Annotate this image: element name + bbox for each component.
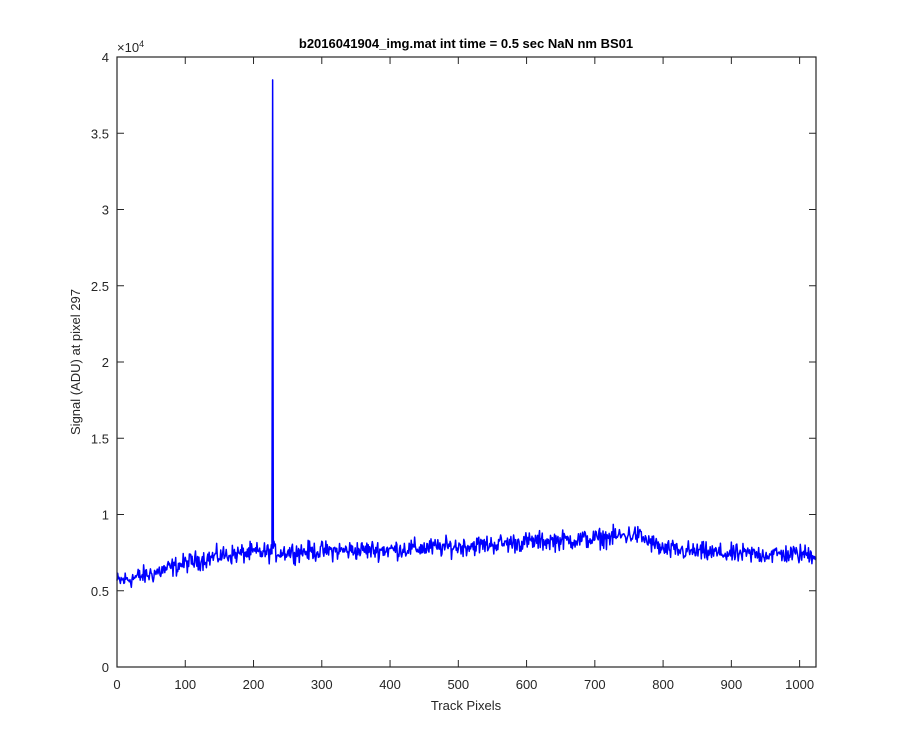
chart-title: b2016041904_img.mat int time = 0.5 sec N… [299,36,633,51]
x-tick-label: 900 [721,677,743,692]
x-tick-label: 400 [379,677,401,692]
y-tick-label: 0.5 [91,584,109,599]
x-tick-label: 500 [447,677,469,692]
y-axis-label: Signal (ADU) at pixel 297 [68,289,83,435]
x-tick-label: 200 [243,677,265,692]
y-tick-label: 1 [102,508,109,523]
y-tick-label: 3 [102,203,109,218]
x-tick-label: 800 [652,677,674,692]
x-tick-label: 100 [174,677,196,692]
x-tick-label: 300 [311,677,333,692]
y-exponent-label: ×104 [117,39,144,55]
y-tick-label: 2 [102,355,109,370]
x-axis-label: Track Pixels [431,698,502,713]
x-tick-label: 0 [113,677,120,692]
series-layer [116,79,817,589]
y-tick-label: 0 [102,660,109,675]
y-tick-label: 1.5 [91,431,109,446]
x-tick-label: 600 [516,677,538,692]
plot-area [117,57,816,667]
signal-series-line [116,79,817,589]
axes-layer: 0 100 200 300 400 500 600 700 800 900 1000 0 0.5 1 1.5… [91,50,817,692]
y-tick-label: 4 [102,50,109,65]
y-tick-label: 3.5 [91,126,109,141]
x-tick-label: 1000 [785,677,814,692]
x-tick-label: 700 [584,677,606,692]
y-tick-label: 2.5 [91,279,109,294]
